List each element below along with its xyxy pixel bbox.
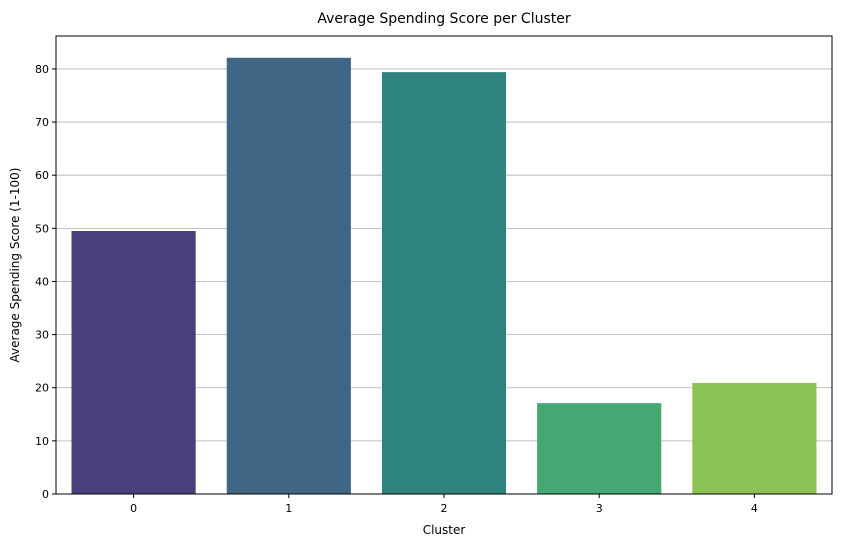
bars [71, 57, 817, 495]
y-tick-label: 30 [35, 329, 49, 342]
x-tick-label: 2 [441, 502, 448, 515]
x-axis-ticks: 0 1 2 3 4 [130, 494, 758, 515]
bar-cluster-0 [71, 230, 196, 494]
x-tick-label: 0 [130, 502, 137, 515]
y-tick-label: 50 [35, 222, 49, 235]
bar-cluster-2 [381, 72, 507, 494]
y-tick-label: 20 [35, 382, 49, 395]
y-tick-label: 70 [35, 116, 49, 129]
x-tick-label: 4 [751, 502, 758, 515]
y-tick-label: 10 [35, 435, 49, 448]
x-tick-label: 3 [596, 502, 603, 515]
y-tick-label: 60 [35, 169, 49, 182]
y-tick-label: 80 [35, 63, 49, 76]
bar-cluster-1 [226, 57, 351, 495]
x-tick-label: 1 [285, 502, 292, 515]
bar-cluster-4 [692, 382, 817, 494]
y-axis-label: Average Spending Score (1-100) [8, 168, 22, 363]
x-axis-label: Cluster [423, 523, 466, 537]
y-tick-label: 40 [35, 275, 49, 288]
chart-title: Average Spending Score per Cluster [317, 11, 570, 27]
bar-cluster-3 [537, 403, 662, 494]
y-tick-label: 0 [42, 488, 49, 501]
y-axis-ticks: 0 10 20 30 40 50 60 70 80 [35, 63, 56, 501]
